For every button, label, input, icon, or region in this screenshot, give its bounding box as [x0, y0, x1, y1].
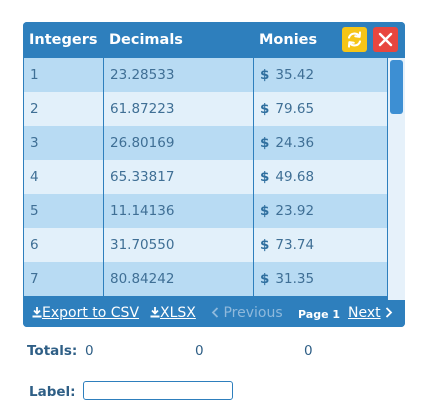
decimal-cell: 80.84242: [110, 271, 175, 287]
table-row[interactable]: 3 26.80169 $24.36: [24, 126, 387, 160]
integer-cell: 2: [30, 101, 39, 117]
money-value: 73.74: [275, 237, 315, 253]
next-label: Next: [348, 305, 381, 321]
chevron-right-icon: [385, 307, 393, 318]
decimal-cell: 11.14136: [110, 203, 175, 219]
export-xlsx-link[interactable]: XLSX: [150, 305, 196, 321]
column-header-decimals[interactable]: Decimals: [109, 32, 183, 48]
money-value: 23.92: [275, 203, 315, 219]
page-indicator: Page 1: [298, 308, 341, 321]
label-field-label: Label:: [29, 384, 76, 400]
money-value: 24.36: [275, 135, 315, 151]
table-row[interactable]: 5 11.14136 $23.92: [24, 194, 387, 228]
refresh-button[interactable]: [342, 27, 367, 52]
money-cell: $31.35: [260, 271, 314, 287]
previous-page-button[interactable]: Previous: [211, 305, 283, 321]
currency-symbol: $: [260, 271, 270, 287]
decimal-cell: 23.28533: [110, 67, 175, 83]
total-integers: 0: [85, 343, 94, 359]
money-cell: $35.42: [260, 67, 314, 83]
totals-label: Totals:: [27, 343, 78, 359]
export-csv-link[interactable]: Export to CSV: [32, 305, 139, 321]
integer-cell: 1: [30, 67, 39, 83]
column-divider: [253, 58, 254, 300]
integer-cell: 7: [30, 271, 39, 287]
refresh-icon: [347, 31, 362, 48]
column-divider: [103, 58, 104, 300]
close-button[interactable]: [373, 27, 398, 52]
table-row[interactable]: 2 61.87223 $79.65: [24, 92, 387, 126]
data-grid: Integers Decimals Monies 1 23.28533 $35.…: [23, 22, 405, 327]
currency-symbol: $: [260, 101, 270, 117]
decimal-cell: 61.87223: [110, 101, 175, 117]
money-cell: $23.92: [260, 203, 314, 219]
money-cell: $79.65: [260, 101, 314, 117]
money-cell: $73.74: [260, 237, 314, 253]
export-xlsx-label: XLSX: [160, 305, 196, 321]
currency-symbol: $: [260, 237, 270, 253]
currency-symbol: $: [260, 135, 270, 151]
column-header-integers[interactable]: Integers: [29, 32, 98, 48]
table-row[interactable]: 4 65.33817 $49.68: [24, 160, 387, 194]
integer-cell: 5: [30, 203, 39, 219]
money-cell: $49.68: [260, 169, 314, 185]
label-input[interactable]: [83, 381, 233, 400]
currency-symbol: $: [260, 67, 270, 83]
download-icon: [150, 307, 160, 318]
total-decimals: 0: [195, 343, 204, 359]
grid-header: Integers Decimals Monies: [23, 22, 405, 58]
currency-symbol: $: [260, 169, 270, 185]
previous-label: Previous: [223, 305, 283, 321]
chevron-left-icon: [211, 307, 219, 318]
next-page-button[interactable]: Next: [348, 305, 393, 321]
scrollbar-thumb[interactable]: [390, 60, 403, 114]
total-monies: 0: [304, 343, 313, 359]
table-row[interactable]: 7 80.84242 $31.35: [24, 262, 387, 296]
decimal-cell: 26.80169: [110, 135, 175, 151]
money-value: 35.42: [275, 67, 315, 83]
grid-body: 1 23.28533 $35.42 2 61.87223 $79.65 3 26…: [23, 58, 405, 300]
integer-cell: 6: [30, 237, 39, 253]
export-csv-label: Export to CSV: [42, 305, 140, 321]
table-row[interactable]: 6 31.70550 $73.74: [24, 228, 387, 262]
grid-rows: 1 23.28533 $35.42 2 61.87223 $79.65 3 26…: [24, 58, 387, 300]
grid-footer: Export to CSV XLSX Previous Page 1 Next: [23, 300, 405, 327]
decimal-cell: 31.70550: [110, 237, 175, 253]
money-cell: $24.36: [260, 135, 314, 151]
download-icon: [32, 307, 42, 318]
integer-cell: 3: [30, 135, 39, 151]
money-value: 79.65: [275, 101, 315, 117]
money-value: 31.35: [275, 271, 315, 287]
money-value: 49.68: [275, 169, 315, 185]
currency-symbol: $: [260, 203, 270, 219]
vertical-scrollbar[interactable]: [388, 58, 405, 300]
close-icon: [378, 32, 393, 47]
table-row[interactable]: 1 23.28533 $35.42: [24, 58, 387, 92]
column-header-monies[interactable]: Monies: [259, 32, 318, 48]
integer-cell: 4: [30, 169, 39, 185]
decimal-cell: 65.33817: [110, 169, 175, 185]
